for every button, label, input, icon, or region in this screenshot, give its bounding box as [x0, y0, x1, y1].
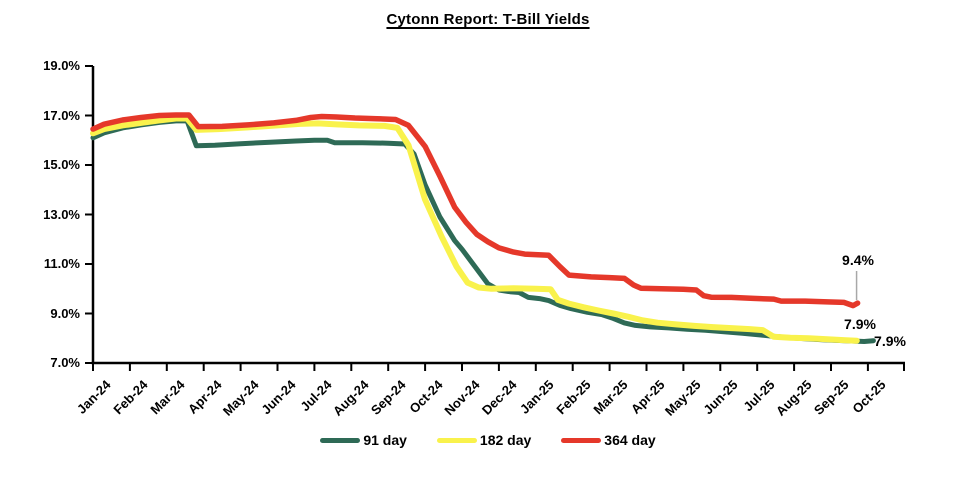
legend: 91 day 182 day 364 day	[0, 431, 976, 449]
chart-title: Cytonn Report: T-Bill Yields	[386, 11, 590, 28]
y-axis-label: 15.0%	[43, 157, 80, 172]
data-label-364-day: 9.4%	[842, 252, 874, 268]
y-axis-label: 19.0%	[43, 58, 80, 73]
series-line-364-day	[90, 112, 861, 309]
legend-label-364-day: 364 day	[604, 432, 656, 448]
legend-label-182-day: 182 day	[479, 432, 532, 448]
legend-line-364-day-icon	[561, 437, 602, 443]
series-line-182-day	[90, 115, 860, 344]
y-axis-label: 13.0%	[43, 206, 80, 222]
legend-label-91-day: 91 day	[363, 432, 407, 448]
legend-line-91-day-icon	[320, 437, 361, 443]
y-axis-label: 17.0%	[43, 107, 80, 123]
legend-line-182-day-icon	[436, 437, 477, 443]
y-axis-label: 11.0%	[43, 256, 80, 271]
series-line-91-day	[90, 118, 876, 344]
y-axis-label: 7.0%	[50, 355, 80, 370]
legend-item-364-day: 364 day	[561, 431, 656, 449]
data-label-182-day: 7.9%	[844, 316, 876, 332]
data-label-91-day: 7.9%	[874, 333, 906, 349]
y-axis-label: 9.0%	[50, 305, 80, 321]
legend-item-182-day: 182 day	[436, 431, 532, 449]
legend-item-91-day: 91 day	[320, 431, 407, 449]
